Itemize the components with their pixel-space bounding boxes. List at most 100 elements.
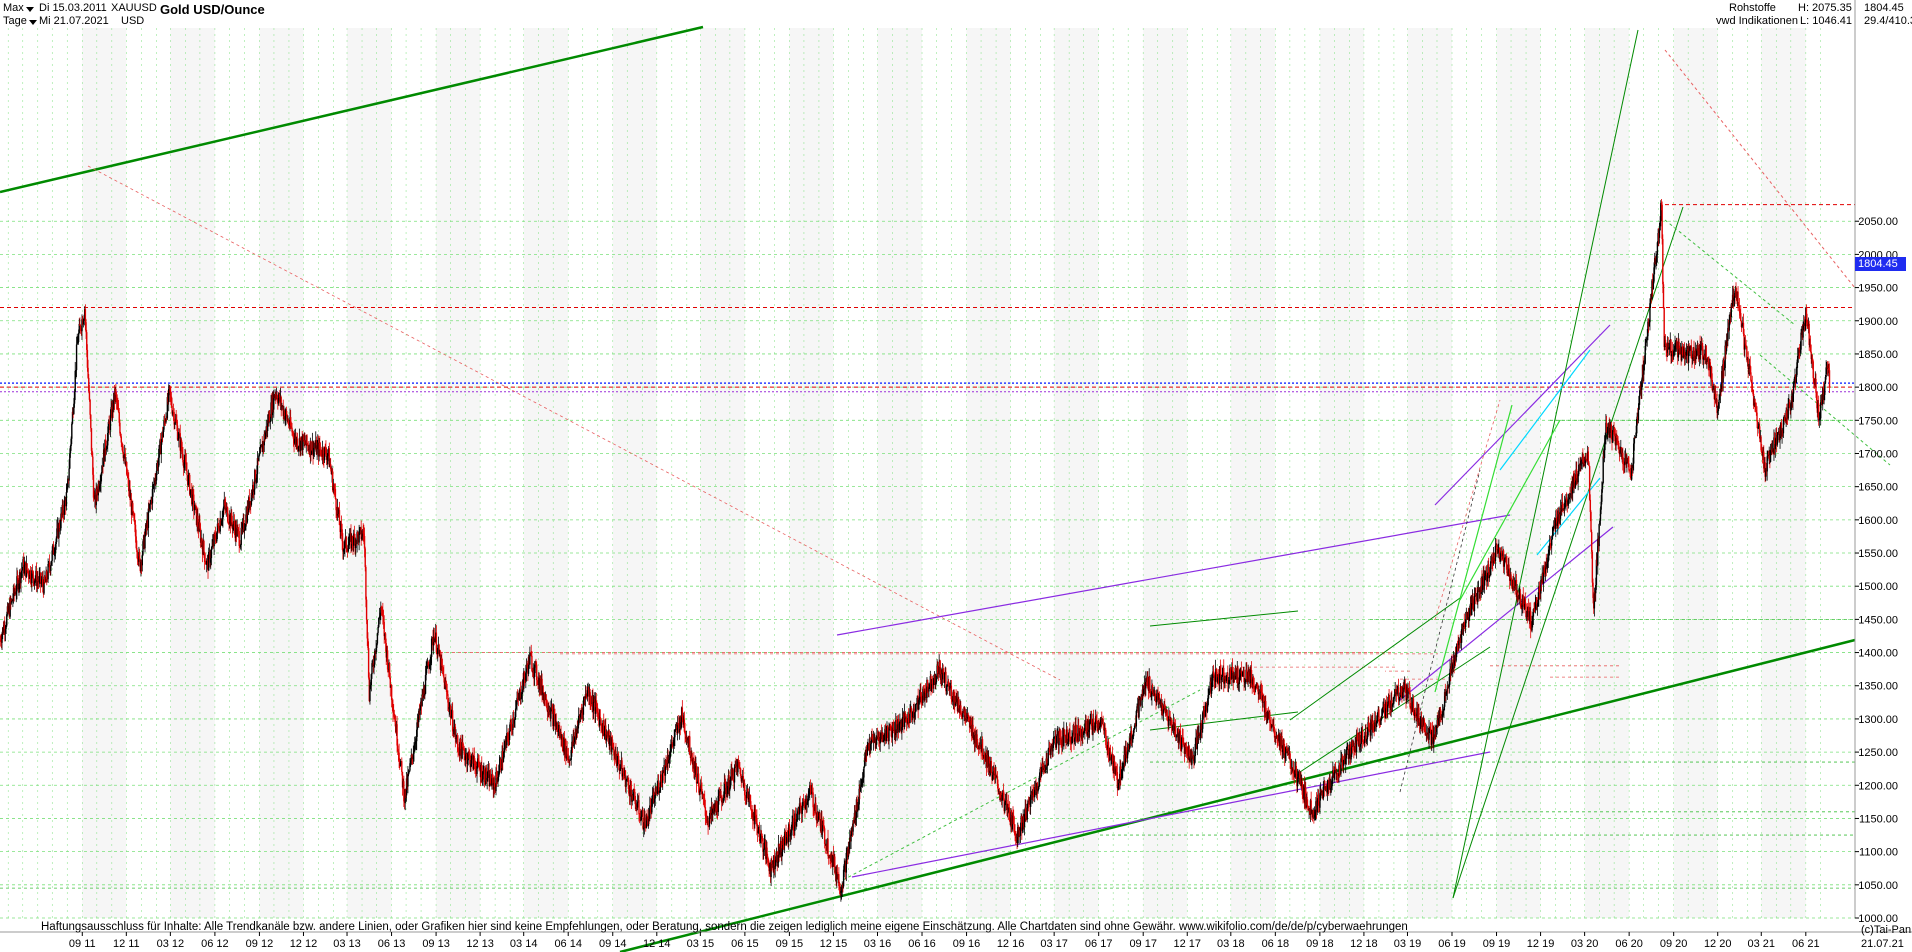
trend-line [1459,419,1561,601]
candle-body [73,403,75,414]
candle-body [612,747,614,750]
candle-body [508,731,511,741]
candle-body [1380,715,1383,719]
candle-body [1151,685,1154,693]
candle-body [376,643,378,648]
candle-body [1551,535,1554,540]
candle-body [1260,691,1263,693]
candle-body [1064,735,1066,736]
candle-body [1567,500,1569,505]
candle-body [706,816,708,822]
candle-body [197,515,199,527]
candle-body [1527,607,1530,612]
candle-body [154,479,156,481]
candle-body [1618,442,1620,450]
candle-body [172,412,174,414]
candle-body [1448,686,1450,688]
candle-body [546,705,548,709]
candle-body [1546,563,1548,568]
candle-body [928,687,930,692]
candle-body [685,734,687,739]
candle-body [1269,722,1272,725]
candle-body [1128,737,1131,750]
candle-body [491,773,494,778]
candle-body [1552,527,1554,536]
candle-body [942,669,944,673]
trend-line [1452,29,1639,899]
candle-body [392,705,394,713]
candle-body [643,827,645,829]
candle-body [424,693,426,696]
candle-body [1428,727,1430,740]
candle-body [1473,595,1476,611]
candle-body [31,570,33,584]
candle-body [1096,720,1098,728]
trend-line [851,751,1491,878]
candle-body [1515,579,1518,598]
candle-body [531,655,533,672]
candle-body [1155,696,1158,703]
candle-body [222,506,225,511]
candle-body [1004,802,1006,812]
candle-body [176,422,178,426]
candle-body [716,801,718,812]
candle-body [502,751,504,762]
candle-body [1585,458,1587,461]
candle-body [138,552,141,560]
shade-band [82,28,127,918]
candle-body [1561,502,1564,510]
candle-body [9,599,11,617]
candle-body [1595,559,1598,586]
candle-body [135,536,137,549]
candle-body [751,810,753,818]
candle-body [783,831,786,846]
candle-body [1105,729,1107,746]
candle-body [446,692,448,695]
candle-body [592,701,595,711]
candle-body [871,736,873,739]
candle-body [415,741,417,744]
candle-body [1376,720,1378,723]
candle-body [597,713,600,716]
candle-body [233,520,236,528]
candle-body [1046,758,1048,766]
candle-body [1484,574,1486,577]
candle-body [71,423,73,439]
candle-body [697,773,700,787]
candle-body [411,754,413,758]
candle-body [477,758,480,762]
candle-body [116,402,118,404]
candle-body [240,527,242,545]
candle-body [1185,747,1188,753]
candle-body [468,753,470,755]
candle-body [107,432,109,446]
candle-body [153,484,155,486]
candle-body [863,766,865,778]
candle-body [622,771,624,777]
candle-body [1140,696,1142,706]
candle-body [65,492,68,507]
candle-body [1598,524,1600,547]
candle-body [739,767,741,769]
candle-body [1313,814,1316,818]
candle-body [815,802,817,815]
candle-body [1029,794,1032,807]
candle-body [129,488,131,500]
candle-body [313,447,315,456]
candle-body [1100,719,1102,727]
candle-body [1284,753,1287,759]
candle-body [732,769,734,781]
candle-body [823,828,826,844]
candle-body [1013,824,1016,833]
candle-body [186,471,188,476]
candle-body [510,722,512,725]
candle-body [414,743,417,745]
candle-body [1496,544,1498,550]
candle-body [291,427,293,433]
candle-body [704,807,707,816]
candle-body [981,739,984,757]
candle-body [1599,520,1601,525]
candle-body [561,735,564,748]
candle-body [401,771,404,788]
